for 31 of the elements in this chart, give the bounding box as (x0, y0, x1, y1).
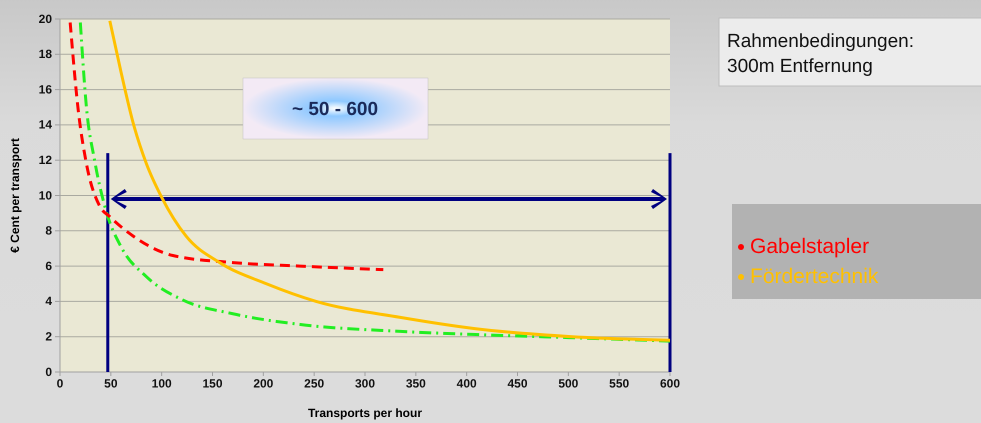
y-tick-label: 6 (45, 258, 52, 273)
annotation: ~ 50 - 600 (292, 99, 378, 120)
y-tick-label: 2 (45, 330, 52, 344)
y-tick-label: 8 (45, 224, 52, 238)
y-tick-label: 20 (38, 12, 52, 26)
x-tick-label: 350 (406, 376, 426, 391)
y-tick-label: 12 (38, 153, 52, 168)
x-tick-label: 0 (56, 376, 64, 391)
x-tick-label: 500 (558, 376, 579, 391)
legend-label: Fördertechnik (750, 265, 879, 288)
x-tick-label: 300 (354, 376, 376, 391)
x-tick-label: 450 (507, 376, 528, 391)
y-tick-label: 18 (38, 47, 52, 62)
x-tick-label: 150 (202, 376, 223, 391)
legend-label: Gabelstapler (750, 235, 870, 258)
y-tick-label: 16 (38, 82, 52, 96)
x-tick-label: 200 (253, 376, 274, 391)
y-axis-title: € Cent per transport (8, 138, 22, 253)
x-tick-label: 600 (660, 376, 680, 391)
y-tick-label: 14 (38, 118, 52, 132)
x-tick-label: 100 (152, 376, 172, 391)
y-tick-label: 10 (38, 188, 52, 202)
y-tick-label: 0 (45, 364, 52, 379)
y-tick-label: 4 (45, 294, 52, 308)
x-tick-label: 250 (304, 376, 324, 391)
x-axis-title: Transports per hour (308, 406, 422, 420)
x-tick-label: 50 (104, 376, 118, 391)
line-series (68, 21, 385, 272)
text: Rahmenbedingungen: 300m Entfernung (727, 31, 914, 77)
x-tick-label: 400 (456, 376, 477, 391)
x-tick-label: 550 (609, 376, 630, 391)
